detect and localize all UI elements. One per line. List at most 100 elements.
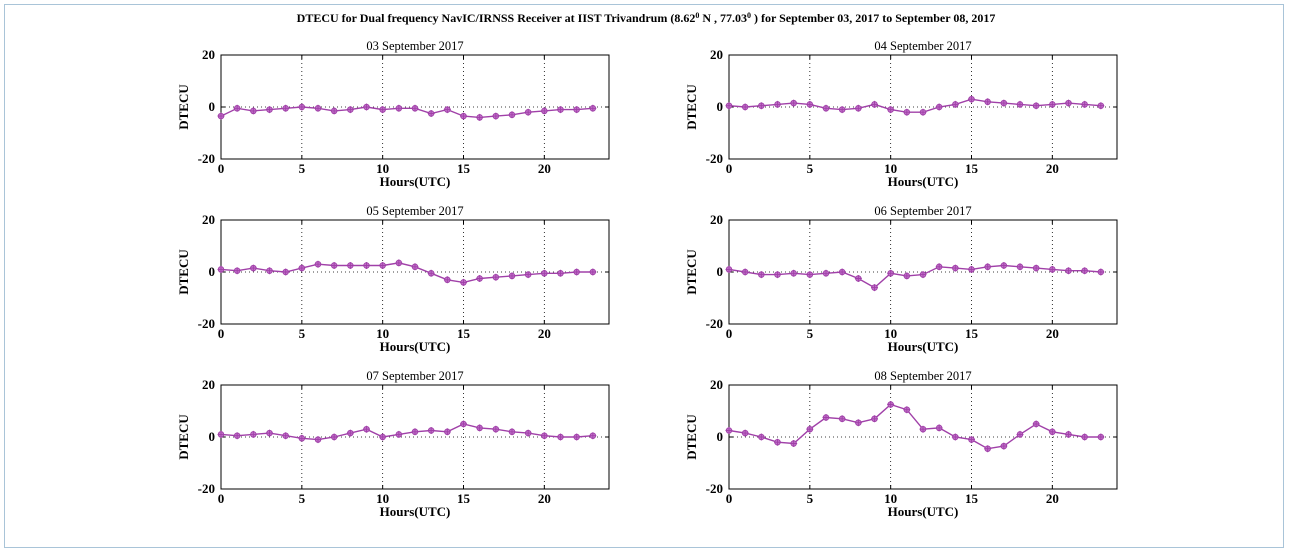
data-point — [540, 107, 548, 115]
data-point-cross — [968, 95, 975, 103]
data-point — [573, 268, 581, 276]
x-tick-label: 20 — [1046, 326, 1059, 341]
data-point-cross — [806, 271, 814, 279]
data-point-cross — [935, 263, 943, 271]
data-point — [330, 262, 338, 269]
data-point — [935, 424, 943, 432]
data-point — [411, 263, 419, 271]
x-axis-label: Hours(UTC) — [888, 174, 959, 189]
data-point — [1016, 100, 1024, 108]
data-point-cross — [838, 106, 846, 114]
data-point-cross — [887, 269, 895, 277]
data-point — [427, 269, 435, 277]
data-point-cross — [363, 425, 370, 433]
data-point-cross — [266, 267, 273, 275]
data-point — [1081, 433, 1089, 441]
data-point-cross — [1000, 442, 1008, 450]
data-point — [217, 265, 225, 273]
data-point — [1065, 430, 1072, 438]
data-point-cross — [951, 264, 959, 272]
data-point-cross — [411, 428, 419, 436]
data-point — [757, 271, 765, 279]
data-point-cross — [935, 103, 943, 111]
data-point — [476, 424, 484, 432]
y-axis-label: DTECU — [176, 249, 191, 295]
data-point — [887, 269, 895, 277]
data-point-cross — [790, 440, 798, 447]
figure-canvas: DTECU for Dual frequency NavIC/IRNSS Rec… — [176, 11, 1118, 519]
data-point-cross — [984, 98, 992, 106]
data-point — [871, 100, 878, 108]
data-point — [427, 427, 435, 434]
data-point — [557, 269, 564, 277]
x-tick-label: 15 — [457, 326, 471, 341]
data-point — [725, 265, 733, 273]
data-point — [540, 269, 548, 277]
x-tick-label: 15 — [965, 491, 979, 506]
data-point — [919, 108, 927, 116]
data-point — [508, 272, 516, 280]
y-axis-label: DTECU — [684, 414, 699, 460]
x-tick-label: 0 — [726, 326, 733, 341]
data-point-cross — [1081, 100, 1089, 108]
data-point-cross — [443, 276, 451, 284]
data-point-cross — [233, 432, 241, 440]
data-point — [984, 98, 992, 106]
data-point — [903, 108, 911, 116]
data-point-cross — [557, 269, 564, 277]
data-point — [557, 106, 564, 114]
data-point-cross — [1048, 428, 1056, 436]
data-point-cross — [951, 100, 959, 108]
data-point-cross — [508, 428, 516, 436]
data-point-cross — [460, 278, 467, 286]
data-point-cross — [1032, 420, 1040, 428]
data-point — [887, 106, 895, 114]
data-point — [282, 268, 290, 276]
data-point — [427, 110, 435, 117]
y-tick-label: 20 — [202, 377, 215, 392]
data-point — [573, 433, 581, 441]
panel-title: 08 September 2017 — [874, 369, 971, 383]
y-tick-label: 20 — [710, 47, 723, 62]
data-point-cross — [573, 433, 581, 441]
data-point-cross — [1081, 267, 1089, 275]
data-point — [790, 99, 798, 107]
data-point — [346, 429, 354, 437]
data-point-cross — [249, 430, 257, 438]
data-point — [249, 430, 257, 438]
data-point — [443, 106, 451, 114]
data-point-cross — [1016, 263, 1024, 271]
data-point-cross — [443, 106, 451, 114]
data-point — [524, 108, 532, 116]
data-point — [1081, 267, 1089, 275]
data-point-cross — [725, 427, 733, 434]
x-tick-label: 20 — [1046, 491, 1059, 506]
x-tick-label: 15 — [965, 161, 979, 176]
data-point — [790, 269, 798, 277]
data-point-cross — [492, 425, 500, 433]
data-point-cross — [411, 263, 419, 271]
y-tick-label: 0 — [209, 429, 216, 444]
data-point-cross — [589, 104, 597, 112]
data-point-cross — [774, 271, 781, 279]
y-tick-label: 0 — [209, 99, 216, 114]
data-point — [395, 259, 403, 267]
data-point-cross — [314, 436, 322, 444]
data-point — [757, 433, 765, 441]
data-point-cross — [557, 433, 564, 441]
data-point-cross — [443, 428, 451, 436]
data-point-cross — [871, 100, 878, 108]
x-axis-label: Hours(UTC) — [888, 504, 959, 519]
data-point-cross — [524, 108, 532, 116]
data-point-cross — [1016, 430, 1024, 438]
data-point-cross — [314, 260, 322, 268]
data-point-cross — [903, 272, 911, 280]
data-point — [741, 429, 749, 437]
data-point-cross — [249, 264, 257, 272]
data-point-cross — [1097, 268, 1105, 276]
data-point-cross — [757, 433, 765, 441]
data-point — [1016, 430, 1024, 438]
